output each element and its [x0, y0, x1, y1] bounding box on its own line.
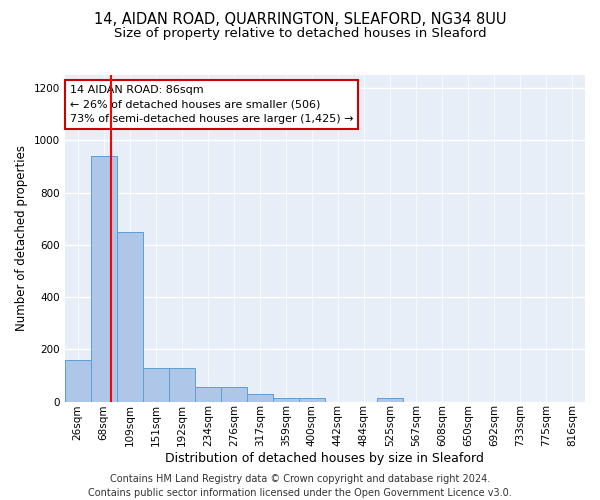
Text: Size of property relative to detached houses in Sleaford: Size of property relative to detached ho… [113, 28, 487, 40]
Bar [273, 398, 299, 402]
Y-axis label: Number of detached properties: Number of detached properties [15, 146, 28, 332]
Bar [143, 368, 169, 402]
Bar [299, 398, 325, 402]
X-axis label: Distribution of detached houses by size in Sleaford: Distribution of detached houses by size … [166, 452, 484, 465]
Bar [195, 387, 221, 402]
Bar [377, 398, 403, 402]
Bar [169, 368, 195, 402]
Bar [91, 156, 116, 402]
Bar [65, 360, 91, 402]
Text: 14 AIDAN ROAD: 86sqm
← 26% of detached houses are smaller (506)
73% of semi-deta: 14 AIDAN ROAD: 86sqm ← 26% of detached h… [70, 85, 353, 124]
Text: Contains HM Land Registry data © Crown copyright and database right 2024.
Contai: Contains HM Land Registry data © Crown c… [88, 474, 512, 498]
Bar [247, 394, 273, 402]
Text: 14, AIDAN ROAD, QUARRINGTON, SLEAFORD, NG34 8UU: 14, AIDAN ROAD, QUARRINGTON, SLEAFORD, N… [94, 12, 506, 28]
Bar [117, 232, 143, 402]
Bar [221, 387, 247, 402]
